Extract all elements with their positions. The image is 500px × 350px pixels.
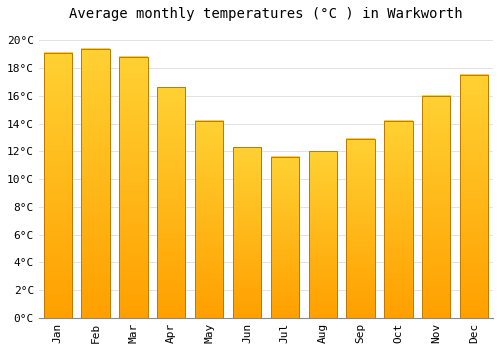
Bar	[460, 75, 488, 318]
Bar	[44, 52, 72, 318]
Bar	[82, 49, 110, 318]
Title: Average monthly temperatures (°C ) in Warkworth: Average monthly temperatures (°C ) in Wa…	[69, 7, 462, 21]
Bar	[346, 139, 375, 318]
Bar	[195, 121, 224, 318]
Bar	[157, 88, 186, 318]
Bar	[384, 121, 412, 318]
Bar	[422, 96, 450, 318]
Bar	[270, 157, 299, 318]
Bar	[119, 57, 148, 318]
Bar	[233, 147, 261, 318]
Bar	[308, 151, 337, 318]
